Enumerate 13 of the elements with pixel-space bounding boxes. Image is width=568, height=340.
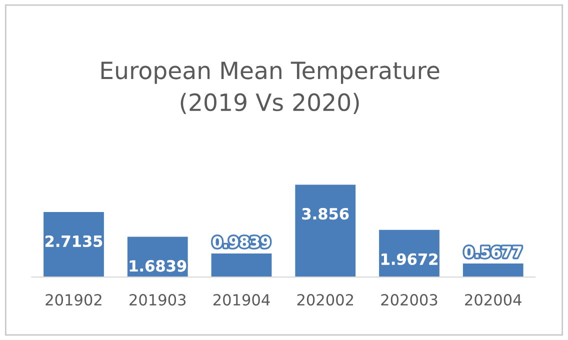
bar bbox=[462, 263, 524, 278]
x-tick-label: 201903 bbox=[130, 294, 186, 306]
data-label: 1.9672 bbox=[381, 253, 438, 265]
bar bbox=[211, 254, 272, 278]
x-tick-label: 202002 bbox=[297, 294, 353, 306]
x-tick-label: 202003 bbox=[381, 294, 438, 306]
x-tick-label: 202004 bbox=[465, 294, 522, 306]
x-tick-label: 201902 bbox=[46, 294, 102, 306]
data-label: 2.7135 bbox=[45, 235, 102, 248]
chart-title: European Mean Temperature (2019 Vs 2020) bbox=[101, 62, 440, 114]
data-label: 1.6839 bbox=[130, 260, 186, 272]
data-label: 3.856 bbox=[302, 208, 349, 220]
x-tick-label: 201904 bbox=[213, 294, 270, 306]
